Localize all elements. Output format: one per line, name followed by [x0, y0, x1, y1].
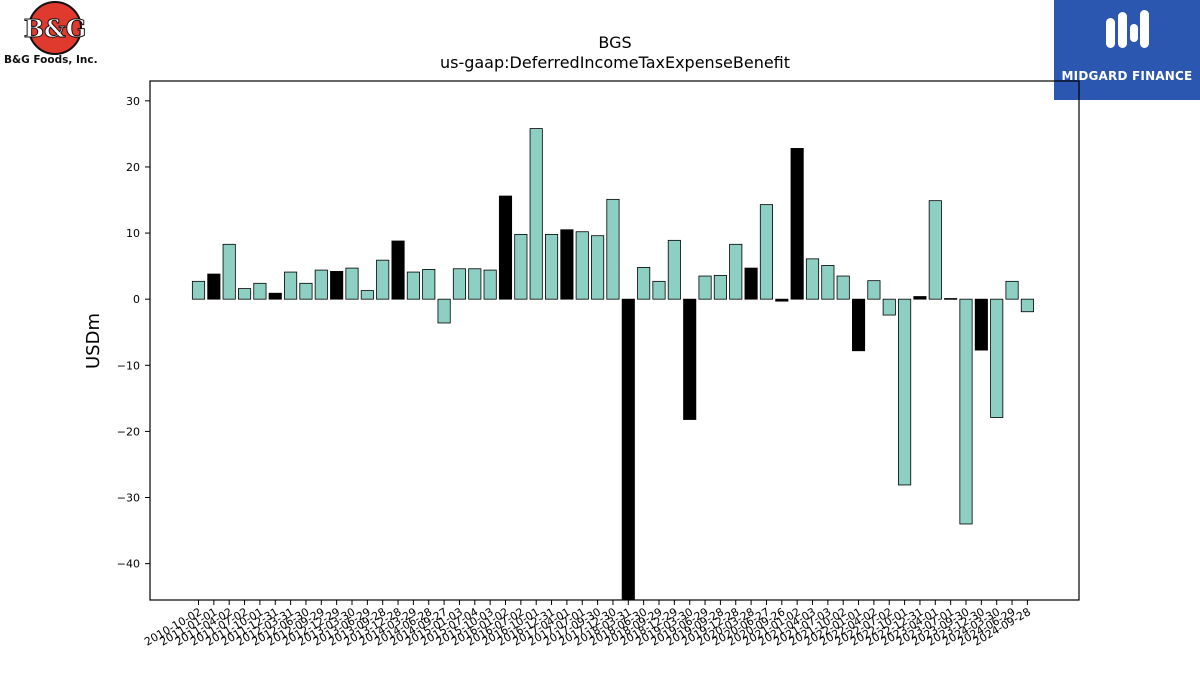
bar	[330, 271, 344, 300]
bar	[529, 128, 543, 300]
bar	[498, 195, 513, 300]
bar	[207, 273, 221, 300]
bar	[805, 258, 820, 300]
bar	[606, 198, 620, 300]
y-tick-label: −20	[117, 425, 140, 438]
bar	[713, 274, 727, 300]
bg-foods-name: B&G Foods, Inc.	[4, 54, 98, 66]
bar	[284, 271, 298, 300]
bar	[913, 296, 927, 300]
bar	[790, 148, 804, 300]
bar	[990, 298, 1004, 418]
bar	[867, 280, 881, 300]
bar	[928, 200, 942, 300]
bar	[514, 233, 528, 300]
bar	[345, 267, 359, 300]
bar	[852, 298, 866, 352]
bar	[468, 268, 482, 300]
bar	[729, 243, 743, 300]
bar	[314, 269, 328, 300]
bg-foods-logo-mark: B&G	[23, 1, 87, 55]
y-tick-label: −30	[117, 492, 140, 505]
chart-subtitle: us-gaap:DeferredIncomeTaxExpenseBenefit	[440, 53, 790, 72]
y-tick-label: 20	[126, 161, 140, 174]
bar	[360, 290, 374, 300]
bar	[437, 298, 451, 324]
bar	[759, 204, 773, 300]
y-tick-label: 10	[126, 227, 140, 240]
bar	[821, 265, 835, 300]
bar	[191, 280, 206, 300]
y-tick-label: −40	[117, 558, 140, 571]
bar	[560, 229, 574, 300]
bar	[575, 231, 589, 300]
y-tick-label: −10	[117, 359, 140, 372]
bar	[775, 298, 789, 302]
x-axis: 2010-10-022011-01-012011-04-022011-07-02…	[142, 600, 1033, 649]
y-tick-label: 30	[126, 95, 140, 108]
bar	[422, 269, 436, 300]
bar	[944, 298, 958, 300]
bar	[652, 280, 666, 300]
bar	[268, 292, 282, 300]
bar	[637, 267, 651, 300]
bar	[882, 298, 896, 316]
bar	[452, 268, 466, 300]
bar	[237, 288, 252, 300]
bar	[621, 298, 635, 601]
midgard-finance-name: MIDGARD FINANCE	[1061, 69, 1193, 83]
bar	[974, 298, 988, 351]
bar	[744, 267, 758, 300]
y-axis: −40 −30 −20 −10 0 10 20 30	[117, 95, 150, 571]
bar	[545, 233, 559, 300]
y-tick-label: 0	[133, 293, 140, 306]
bar	[959, 298, 973, 525]
bar	[898, 298, 912, 486]
bg-monogram: B&G	[24, 14, 86, 43]
bar	[698, 275, 712, 300]
bar	[1020, 298, 1034, 313]
bar	[1005, 280, 1019, 300]
midgard-finance-logo: MIDGARD FINANCE	[1054, 0, 1200, 100]
bar	[836, 275, 850, 300]
bar	[667, 239, 681, 300]
bar	[591, 235, 605, 300]
bar	[299, 282, 313, 300]
y-axis-label: USDm	[83, 313, 104, 369]
bar	[376, 259, 390, 300]
bar	[222, 243, 236, 300]
plot-frame	[149, 80, 1080, 601]
bar	[683, 298, 697, 420]
bar	[391, 240, 405, 300]
bar	[406, 271, 420, 300]
bar	[253, 282, 267, 300]
bars-group	[191, 128, 1034, 601]
bar	[483, 269, 497, 300]
bg-foods-logo: B&G B&G Foods, Inc.	[0, 0, 110, 70]
chart-title: BGS	[598, 33, 631, 52]
midgard-mark-icon	[1106, 10, 1149, 48]
